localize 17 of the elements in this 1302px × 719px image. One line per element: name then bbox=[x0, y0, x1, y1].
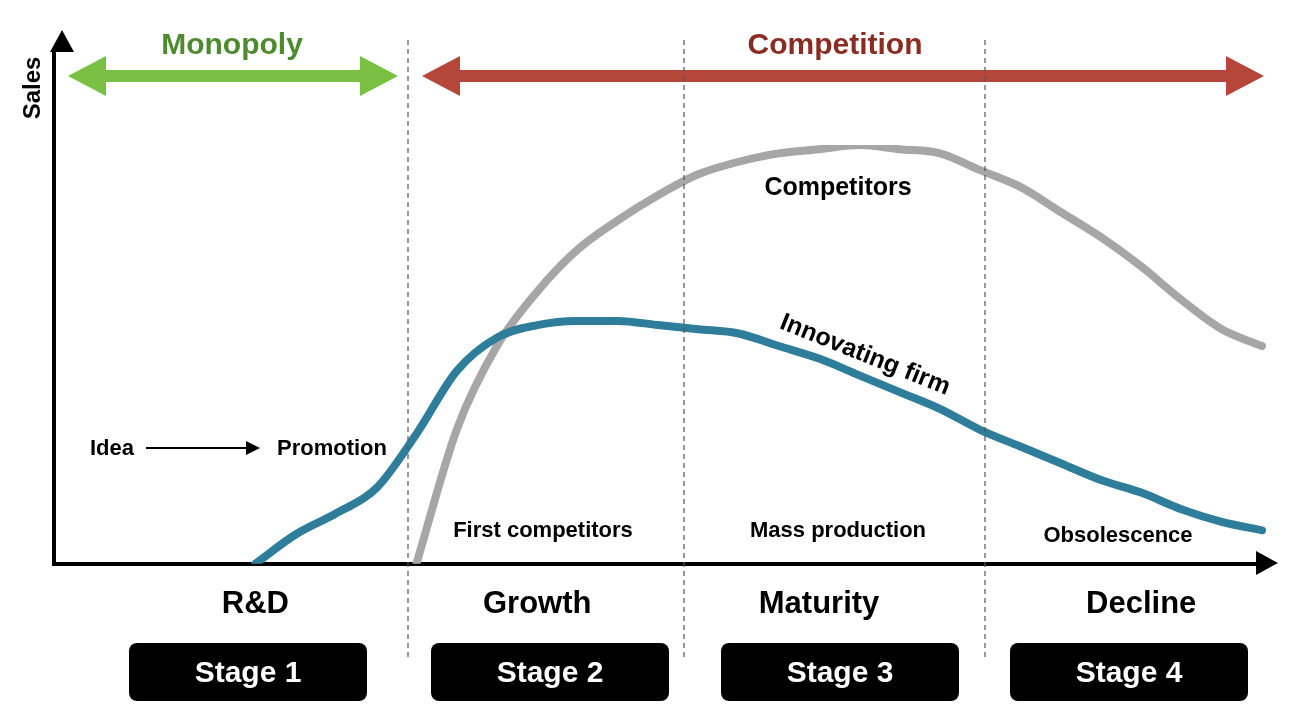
text: Monopoly bbox=[161, 27, 303, 61]
annotation: First competitors bbox=[453, 517, 633, 543]
text: Stage 2 bbox=[431, 643, 669, 701]
text: Stage 3 bbox=[721, 643, 959, 701]
annotation: Idea bbox=[89, 435, 135, 461]
annotation: Obsolescence bbox=[1043, 522, 1193, 548]
x-tick-label: Decline bbox=[1086, 584, 1197, 620]
x-tick-label: Maturity bbox=[758, 584, 881, 620]
annotation: Mass production bbox=[749, 517, 927, 543]
series-label: Competitors bbox=[764, 171, 912, 200]
x-tick-label: R&D bbox=[221, 584, 289, 620]
y-axis-title: Sales bbox=[18, 56, 46, 120]
text: Stage 4 bbox=[1010, 643, 1248, 701]
annotation: Promotion bbox=[277, 435, 387, 461]
text: Stage 1 bbox=[129, 643, 367, 701]
text: Competition bbox=[747, 27, 923, 61]
x-tick-label: Growth bbox=[482, 584, 592, 620]
